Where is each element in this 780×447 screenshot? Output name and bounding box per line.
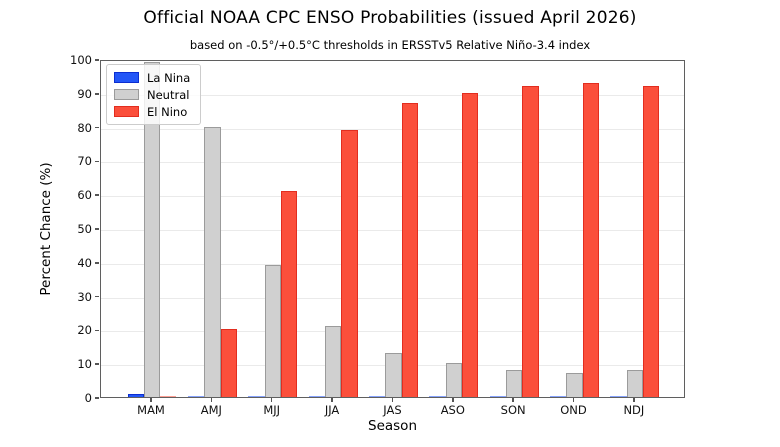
bar-el-nino-ndj [643,86,660,397]
bar-el-nino-son [522,86,539,397]
x-tick-mark-mam [150,398,152,402]
x-tick-mark-ond [572,398,575,402]
x-tick-label-son: SON [500,403,526,417]
bar-neutral-ond [566,373,583,397]
x-tick-label-amj: AMJ [200,403,222,417]
bar-la-nina-aso [429,395,446,397]
bar-neutral-jja [324,326,342,397]
chart-subtitle: based on -0.5°/+0.5°C thresholds in ERSS… [189,38,591,52]
y-axis-label: Percent Chance (%) [38,162,54,296]
y-tick-mark-60 [95,194,99,196]
legend-item-neutral: Neutral [114,86,190,103]
bar-el-nino-mjj [280,190,298,397]
bar-neutral-son [506,369,523,397]
y-tick-label-20: 20 [77,323,92,338]
gridline-70 [101,162,684,164]
bar-neutral-mam [143,62,161,397]
y-tick-mark-30 [95,295,99,298]
y-tick-mark-100 [95,59,99,61]
bar-el-nino-jja [341,129,358,397]
bar-la-nina-ond [550,395,567,397]
gridline-60 [101,196,684,198]
x-tick-mark-son [512,398,514,402]
legend-swatch-la-nina [114,72,139,83]
legend-label-el-nino: El Nino [147,104,188,119]
x-tick-label-mam: MAM [137,403,165,417]
legend-label-la-nina: La Nina [147,70,191,85]
y-tick-label-90: 90 [77,86,92,101]
bar-neutral-aso [445,363,462,397]
x-tick-mark-jja [331,398,333,402]
x-axis-label: Season [368,418,417,434]
legend-label-neutral: Neutral [147,87,190,102]
bar-la-nina-son [489,395,506,397]
y-tick-label-100: 100 [70,53,92,67]
bar-la-nina-ndj [610,395,627,397]
y-tick-mark-40 [95,262,99,264]
legend-item-el-nino: El Nino [114,103,190,120]
y-tick-mark-90 [95,93,99,95]
y-tick-label-40: 40 [77,255,92,270]
bar-neutral-mjj [264,265,281,397]
bar-la-nina-amj [187,395,205,397]
x-tick-label-jja: JJA [324,403,340,417]
x-tick-mark-amj [210,398,213,402]
chart-title: Official NOAA CPC ENSO Probabilities (is… [143,8,637,28]
y-tick-mark-10 [95,363,99,365]
gridline-40 [101,263,684,265]
x-tick-mark-jas [391,398,394,402]
plot-area [100,60,685,398]
y-tick-mark-80 [95,126,99,129]
bar-el-nino-jas [401,102,418,397]
y-tick-label-70: 70 [77,154,92,169]
legend-item-la-nina: La Nina [114,69,190,86]
x-tick-label-aso: ASO [440,403,465,417]
x-tick-label-jas: JAS [383,403,402,417]
bar-el-nino-ond [582,82,599,397]
bar-neutral-ndj [626,369,644,397]
y-tick-label-50: 50 [77,222,92,236]
gridline-90 [101,94,684,96]
x-tick-mark-ndj [633,398,635,402]
bar-la-nina-mam [127,393,144,397]
bar-neutral-jas [385,353,402,397]
y-tick-mark-20 [95,329,99,332]
y-tick-label-60: 60 [77,188,92,203]
bar-el-nino-aso [461,92,479,397]
y-tick-label-80: 80 [77,120,92,135]
y-tick-label-0: 0 [84,391,92,405]
x-tick-label-ond: OND [560,403,587,417]
y-tick-label-30: 30 [77,289,92,304]
gridline-80 [101,128,684,130]
bar-el-nino-mam [160,395,177,397]
y-tick-mark-0 [95,397,99,399]
y-tick-mark-70 [95,160,99,163]
x-tick-label-mjj: MJJ [263,403,281,417]
x-tick-mark-aso [452,398,454,402]
y-tick-label-10: 10 [77,357,92,372]
gridline-30 [101,297,684,299]
bar-la-nina-jas [368,395,386,397]
x-tick-mark-mjj [270,398,273,402]
bar-la-nina-mjj [248,395,265,397]
gridline-50 [101,230,684,231]
bar-el-nino-amj [220,329,237,397]
y-tick-mark-50 [95,228,99,230]
gridline-20 [101,331,684,333]
legend-swatch-el-nino [114,106,139,117]
bar-la-nina-jja [308,395,325,397]
bar-neutral-amj [204,126,221,397]
legend: La Nina Neutral El Nino [106,64,202,125]
legend-swatch-neutral [114,89,139,100]
x-tick-label-ndj: NDJ [623,403,645,417]
